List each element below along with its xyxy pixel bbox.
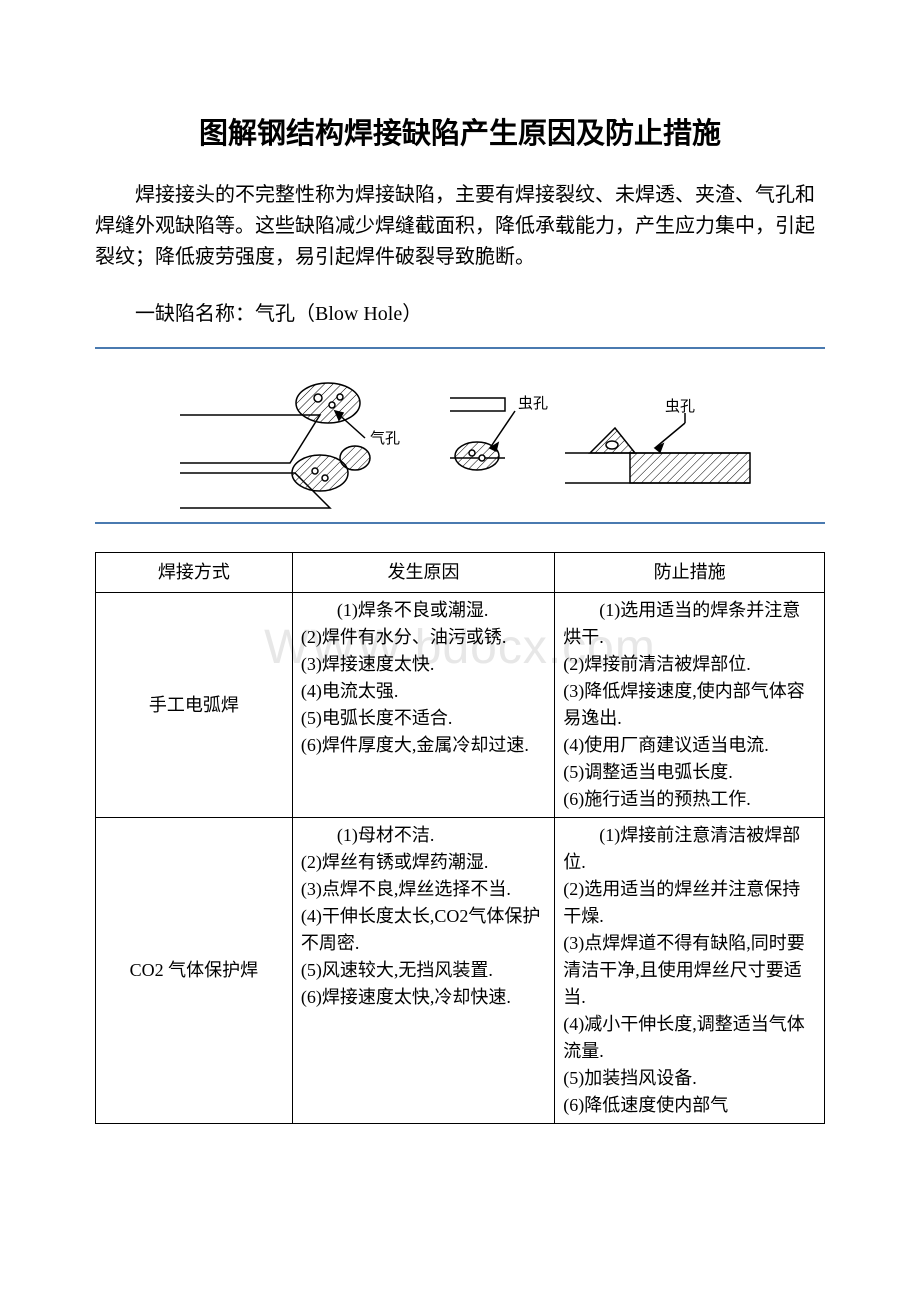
table-row: 手工电弧焊(1)焊条不良或潮湿.(2)焊件有水分、油污或锈.(3)焊接速度太快.… (96, 593, 825, 818)
cell-measures: (1)焊接前注意清洁被焊部位.(2)选用适当的焊丝并注意保持干燥.(3)点焊焊道… (555, 818, 825, 1124)
diagram-svg: 气孔 虫孔 (160, 353, 760, 513)
cell-causes: (1)母材不洁.(2)焊丝有锈或焊药潮湿.(3)点焊不良,焊丝选择不当.(4)干… (292, 818, 554, 1124)
cell-method: CO2 气体保护焊 (96, 818, 293, 1124)
th-measure: 防止措施 (555, 553, 825, 593)
diagram-label-chonkong-2: 虫孔 (665, 398, 695, 415)
cell-method: 手工电弧焊 (96, 593, 293, 818)
section-1-heading: 一缺陷名称：气孔（Blow Hole） (95, 299, 825, 329)
blow-hole-diagram: 气孔 虫孔 (95, 347, 825, 524)
diagram-label-qikong: 气孔 (370, 430, 400, 447)
table-row: CO2 气体保护焊(1)母材不洁.(2)焊丝有锈或焊药潮湿.(3)点焊不良,焊丝… (96, 818, 825, 1124)
cell-causes: (1)焊条不良或潮湿.(2)焊件有水分、油污或锈.(3)焊接速度太快.(4)电流… (292, 593, 554, 818)
intro-paragraph: 焊接接头的不完整性称为焊接缺陷，主要有焊接裂纹、未焊透、夹渣、气孔和焊缝外观缺陷… (95, 180, 825, 273)
defect-table: 焊接方式 发生原因 防止措施 手工电弧焊(1)焊条不良或潮湿.(2)焊件有水分、… (95, 552, 825, 1124)
th-cause: 发生原因 (292, 553, 554, 593)
page-title: 图解钢结构焊接缺陷产生原因及防止措施 (95, 110, 825, 152)
cell-measures: (1)选用适当的焊条并注意烘干.(2)焊接前清洁被焊部位.(3)降低焊接速度,使… (555, 593, 825, 818)
th-method: 焊接方式 (96, 553, 293, 593)
diagram-label-chonkong-1: 虫孔 (518, 395, 548, 412)
